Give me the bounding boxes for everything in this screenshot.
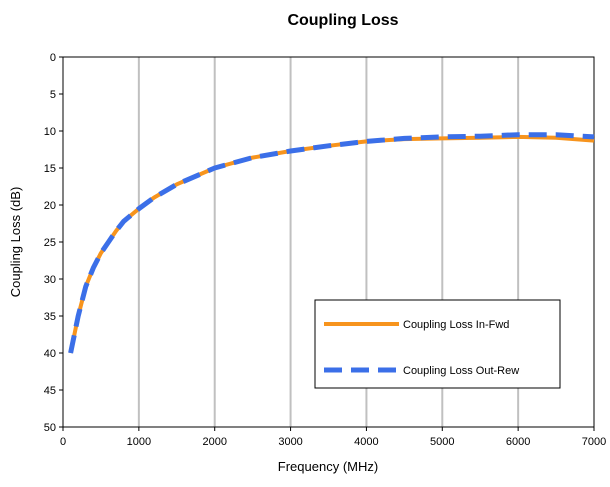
y-tick-label: 30 xyxy=(44,274,56,286)
y-tick-label: 5 xyxy=(50,89,56,101)
legend-box xyxy=(314,299,561,389)
x-tick-label: 5000 xyxy=(430,436,454,448)
x-tick-label: 2000 xyxy=(202,436,226,448)
x-tick-label: 6000 xyxy=(506,436,530,448)
y-tick-label: 15 xyxy=(44,163,56,175)
y-tick-label: 10 xyxy=(44,126,56,138)
y-tick-label: 0 xyxy=(50,52,56,64)
x-tick-label: 7000 xyxy=(582,436,606,448)
x-tick-label: 1000 xyxy=(127,436,151,448)
chart-title: Coupling Loss xyxy=(287,12,398,29)
grid-lines xyxy=(137,57,520,427)
y-tick-label: 25 xyxy=(44,237,56,249)
y-tick-label: 50 xyxy=(44,422,56,434)
y-axis-ticks: 0 5 10 15 20 25 30 35 40 45 50 xyxy=(44,52,63,434)
x-axis-ticks: 0 1000 2000 3000 4000 5000 6000 7000 xyxy=(60,427,606,448)
legend: Coupling Loss In-Fwd Coupling Loss Out-R… xyxy=(314,299,561,389)
x-tick-label: 3000 xyxy=(278,436,302,448)
y-tick-label: 35 xyxy=(44,311,56,323)
x-tick-label: 4000 xyxy=(354,436,378,448)
series-line-out-rew xyxy=(68,132,595,354)
x-axis-title: Frequency (MHz) xyxy=(278,459,378,474)
y-tick-label: 45 xyxy=(44,385,56,397)
x-tick-label: 0 xyxy=(60,436,66,448)
y-tick-label: 20 xyxy=(44,200,56,212)
y-tick-label: 40 xyxy=(44,348,56,360)
series-lines xyxy=(68,132,595,354)
legend-label-out-rew: Coupling Loss Out-Rew xyxy=(403,365,519,377)
legend-label-in-fwd: Coupling Loss In-Fwd xyxy=(403,319,509,331)
y-axis-title: Coupling Loss (dB) xyxy=(8,187,23,298)
